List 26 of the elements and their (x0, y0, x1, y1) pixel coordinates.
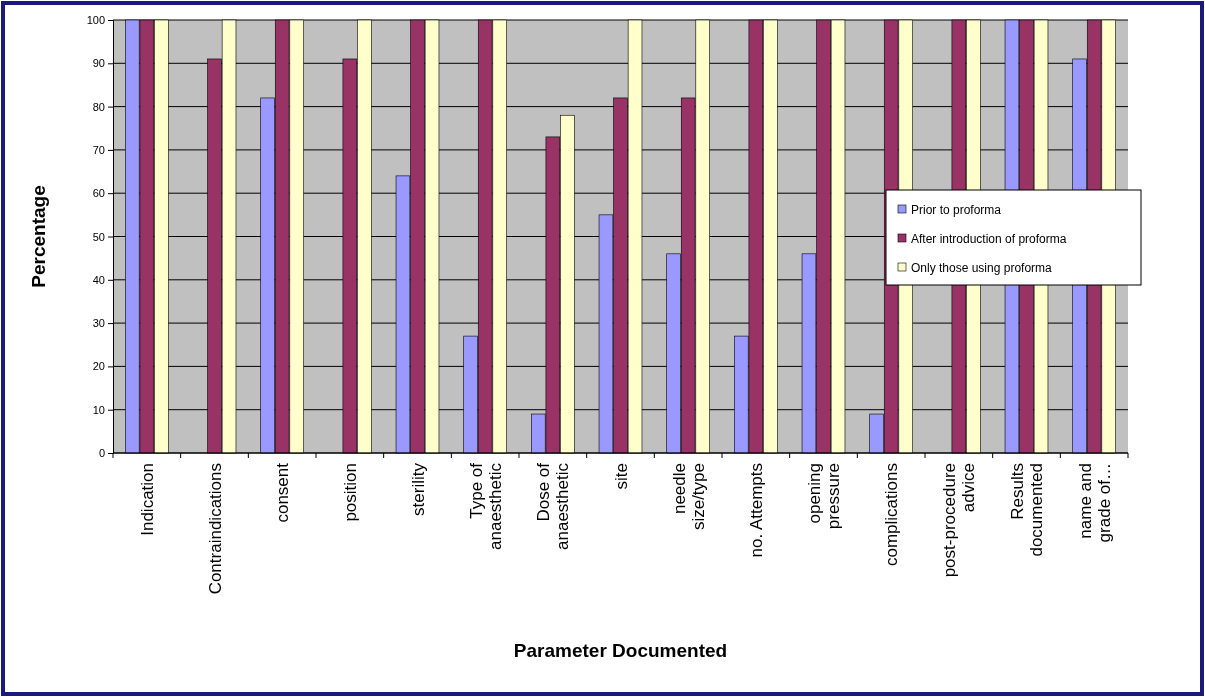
x-tick-label: Indication (137, 463, 157, 536)
legend-label: Only those using proforma (911, 261, 1053, 275)
y-tick-label: 20 (92, 360, 105, 373)
x-tick-label: post-procedure advice (940, 463, 979, 578)
y-tick-label: 50 (92, 230, 105, 243)
y-tick-label: 40 (92, 273, 105, 286)
y-axis-title: Percentage (28, 185, 49, 288)
y-tick-label: 90 (92, 57, 105, 70)
y-tick-label: 70 (92, 143, 105, 156)
y-tick-label: 100 (86, 14, 105, 27)
x-axis-title: Parameter Documented (513, 640, 728, 661)
y-tick-label: 0 (98, 447, 105, 460)
x-tick-label: position (340, 463, 360, 522)
x-tick-label: consent (273, 462, 293, 523)
legend-label: Prior to proforma (911, 203, 1002, 217)
x-tick-label: sterility (408, 462, 428, 516)
legend-label: After introduction of proforma (911, 232, 1067, 246)
y-tick-label: 60 (92, 187, 105, 200)
y-tick-label: 30 (92, 317, 105, 330)
x-tick-label: name and grade of… (1075, 463, 1114, 543)
x-tick-label: complications (882, 463, 902, 566)
y-tick-label: 10 (92, 403, 105, 416)
x-tick-label: site (611, 463, 631, 490)
y-tick-label: 80 (92, 100, 105, 113)
x-tick-label: Contraindications (205, 463, 225, 595)
x-tick-label: no. Attempts (746, 463, 766, 558)
